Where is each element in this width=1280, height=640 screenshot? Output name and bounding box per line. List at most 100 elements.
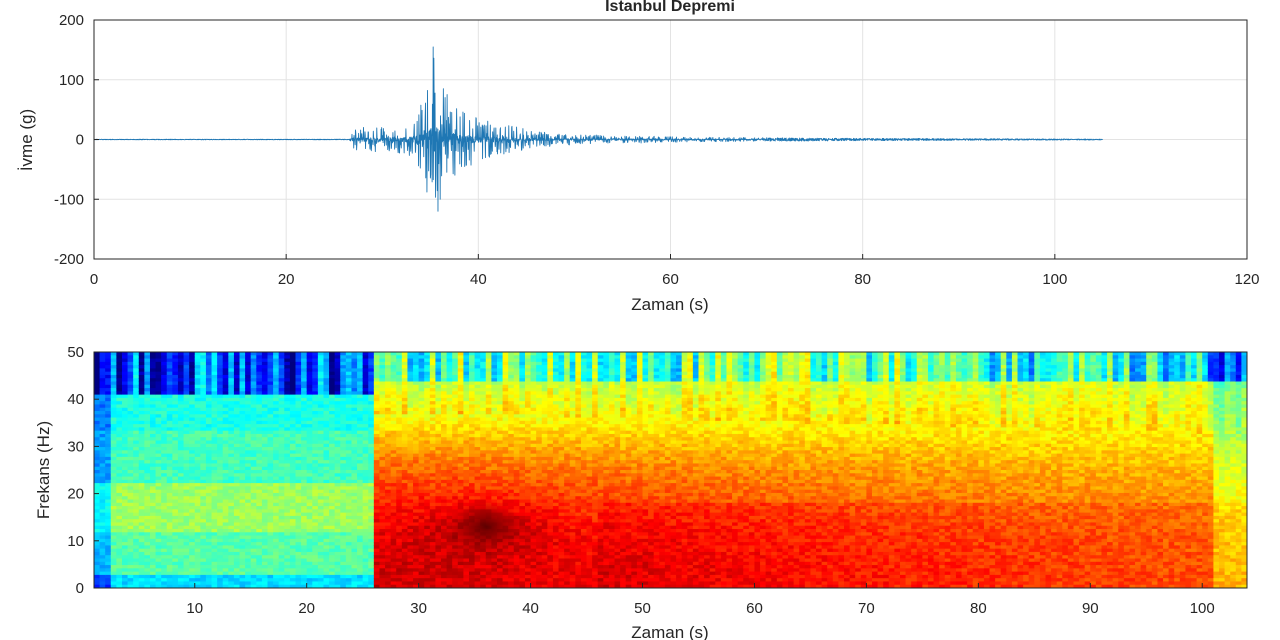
spectrogram-cell	[278, 532, 285, 537]
spectrogram-cell	[256, 470, 263, 474]
spectrogram-cell	[172, 571, 179, 576]
spectrogram-cell	[245, 378, 252, 383]
spectrogram-cell	[94, 378, 101, 383]
spectrogram-cell	[189, 489, 196, 494]
spectrogram-cell	[334, 450, 341, 455]
spectrogram-cell	[138, 499, 145, 504]
spectrogram-cell	[194, 404, 201, 409]
spectrogram-cell	[205, 381, 213, 386]
spectrogram-cell	[217, 430, 224, 435]
spectrogram-cell	[222, 571, 229, 576]
spectrogram-cell	[149, 529, 157, 533]
spectrogram-cell	[301, 522, 308, 527]
spectrogram-cell	[357, 381, 364, 386]
spectrogram-cell	[172, 538, 179, 543]
spectrogram-cell	[368, 384, 375, 389]
spectrogram-cell	[127, 371, 134, 376]
spectrogram-cell	[189, 397, 196, 402]
spectrogram-cell	[110, 512, 117, 517]
spectrogram-cell	[211, 483, 218, 487]
spectrogram-cell	[312, 496, 319, 501]
spectrogram-cell	[334, 447, 341, 451]
spectrogram-cell	[155, 486, 162, 491]
spectrogram-cell	[250, 506, 257, 510]
spectrogram-cell	[172, 496, 179, 501]
spectrogram-cell	[317, 374, 325, 379]
spectrogram-cell	[351, 414, 358, 419]
spectrogram-cell	[317, 388, 325, 392]
spectrogram-cell	[228, 545, 235, 550]
spectrogram-cell	[245, 401, 252, 406]
spectrogram-cell	[357, 361, 364, 366]
spectrogram-cell	[94, 525, 101, 530]
spectrogram-cell	[99, 394, 106, 399]
spectrogram-cell	[334, 499, 341, 504]
spectrogram-cell	[110, 368, 117, 373]
spectrogram-cell	[127, 411, 134, 415]
spectrogram-cell	[110, 545, 117, 550]
spectrogram-cell	[306, 368, 313, 373]
spectrogram-cell	[217, 529, 224, 533]
spectrogram-cell	[340, 551, 347, 556]
spectrogram-cell	[177, 404, 185, 409]
spectrogram-cell	[166, 515, 173, 520]
spectrogram-cell	[222, 384, 229, 389]
spectrogram-cell	[284, 420, 291, 425]
spectrogram-cell	[250, 411, 257, 415]
spectrogram-cell	[177, 463, 185, 468]
spectrogram-cell	[110, 440, 117, 445]
spectrogram-cell	[379, 502, 386, 507]
spectrogram-cell	[189, 525, 196, 530]
spectrogram-cell	[250, 492, 257, 497]
spectrogram-cell	[317, 473, 325, 478]
spectrogram-cell	[284, 509, 291, 514]
spectrogram-cell	[261, 420, 269, 425]
spectrogram-cell	[217, 391, 224, 396]
spectrogram-cell	[278, 411, 285, 415]
spectrogram-cell	[155, 545, 162, 550]
spectrogram-cell	[217, 499, 224, 504]
spectrogram-cell	[138, 397, 145, 402]
spectrogram-cell	[289, 522, 297, 527]
spectrogram-cell	[133, 378, 140, 383]
spectrogram-cell	[317, 574, 325, 579]
spectrogram-cell	[239, 561, 246, 566]
spectrogram-cell	[211, 476, 218, 481]
spectrogram-cell	[127, 502, 134, 507]
spectrogram-cell	[217, 548, 224, 553]
spectrogram-cell	[289, 388, 297, 392]
spectrogram-cell	[340, 568, 347, 573]
spectrogram-cell	[222, 574, 229, 579]
spectrogram-cell	[301, 565, 308, 569]
spectrogram-cell	[295, 374, 302, 379]
spectrogram-cell	[351, 417, 358, 422]
spectrogram-cell	[278, 486, 285, 491]
spectrogram-cell	[138, 456, 145, 461]
spectrogram-cell	[161, 368, 168, 373]
spectrogram-cell	[379, 447, 386, 451]
spectrogram-cell	[228, 525, 235, 530]
spectrogram-cell	[340, 397, 347, 402]
spectrogram-cell	[351, 545, 358, 550]
spectrogram-cell	[116, 555, 123, 560]
spectrogram-cell	[323, 515, 330, 520]
spectrogram-cell	[133, 558, 140, 563]
spectrogram-cell	[138, 479, 145, 484]
spectrogram-cell	[228, 430, 235, 435]
spectrogram-cell	[239, 584, 246, 588]
spectrogram-cell	[284, 545, 291, 550]
spectrogram-cell	[149, 361, 157, 366]
spectrogram-cell	[222, 378, 229, 383]
spectrogram-cell	[379, 535, 386, 540]
spectrogram-cell	[334, 378, 341, 383]
spectrogram-cell	[189, 404, 196, 409]
spectrogram-cell	[144, 404, 151, 409]
spectrogram-cell	[250, 427, 257, 432]
spectrogram-cell	[177, 394, 185, 399]
spectrogram-cell	[373, 532, 381, 537]
spectrogram-cell	[222, 397, 229, 402]
spectrogram-cell	[127, 470, 134, 474]
spectrogram-cell	[256, 365, 263, 369]
spectrogram-cell	[301, 492, 308, 497]
